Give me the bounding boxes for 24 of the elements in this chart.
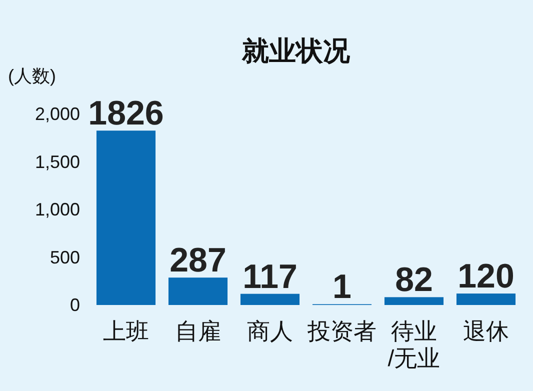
- data-label: 1826: [88, 94, 164, 133]
- x-tick-label: 自雇: [175, 318, 221, 344]
- x-tick-label: 上班: [103, 318, 149, 344]
- bar: [456, 294, 516, 305]
- y-tick-label: 2,000: [34, 104, 80, 124]
- bar: [384, 297, 444, 305]
- bar: [96, 130, 156, 305]
- bar: [168, 278, 228, 305]
- data-label: 82: [395, 261, 433, 300]
- data-label: 287: [170, 242, 226, 280]
- bar: [240, 294, 300, 305]
- data-label: 120: [458, 258, 514, 296]
- y-axis-title: (人数): [8, 66, 56, 86]
- data-label: 1: [332, 268, 352, 306]
- data-label: 117: [242, 258, 298, 296]
- x-tick-label: 投资者: [306, 318, 376, 344]
- y-tick-label: 1,000: [34, 200, 80, 220]
- y-tick-label: 0: [70, 295, 80, 315]
- x-tick-label: 商人: [247, 318, 293, 344]
- y-tick-label: 1,500: [34, 152, 80, 172]
- chart-title: 就业状况: [241, 36, 351, 66]
- y-tick-label: 500: [50, 247, 80, 268]
- x-tick-label: 退休: [463, 318, 509, 344]
- x-tick-label: 待业/无业: [388, 318, 440, 371]
